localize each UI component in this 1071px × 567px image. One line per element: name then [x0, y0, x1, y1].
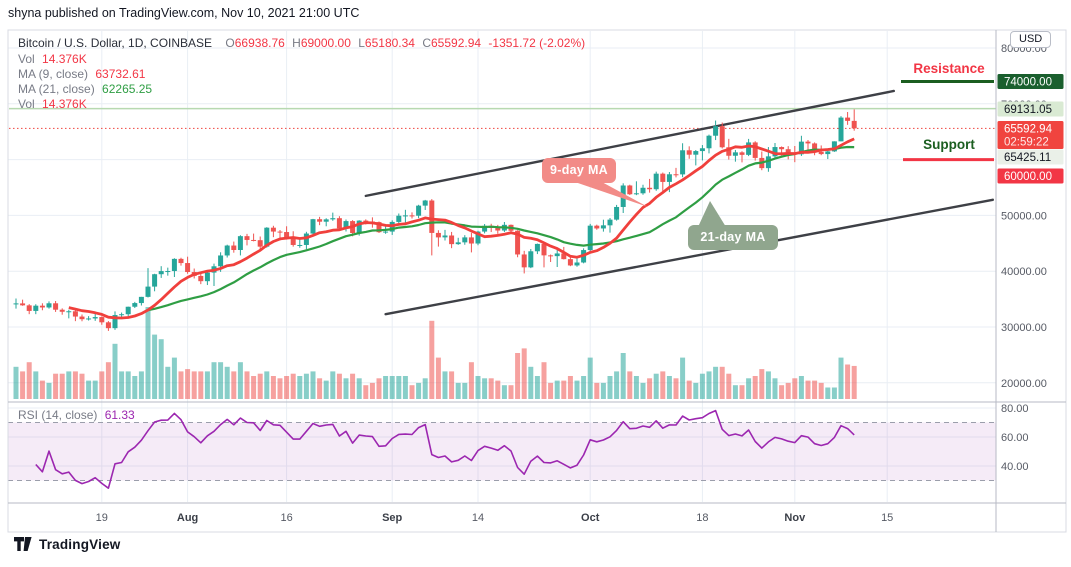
ma9-callout-tail [572, 181, 648, 207]
ma21-label: MA (21, close) [18, 82, 95, 96]
rsi-value: 61.33 [104, 408, 135, 422]
gridlines [8, 31, 996, 502]
time-axis[interactable] [8, 503, 1066, 532]
svg-text:Nov: Nov [784, 512, 806, 524]
close-value: 65592.94 [431, 36, 482, 50]
ma21-callout-label: 21-day MA [688, 225, 778, 250]
ma9-label: MA (9, close) [18, 67, 89, 81]
ma9-callout-label: 9-day MA [542, 158, 616, 183]
symbol-title: Bitcoin / U.S. Dollar, 1D, COINBASE [18, 36, 213, 50]
currency-unit-button[interactable]: USD [1010, 31, 1052, 48]
resistance-label: Resistance [913, 61, 985, 76]
ma9-legend-row: MA (9, close) 63732.61 [18, 67, 145, 81]
channel-upper-trendline [364, 89, 895, 198]
ma21-value: 62265.25 [102, 82, 153, 96]
price-badge-support-level: 60000.00 [997, 168, 1064, 184]
svg-text:50000.00: 50000.00 [1001, 210, 1047, 222]
time-axis-labels: 19 Aug 16 Sep 14 Oct 18 Nov 15 [96, 512, 894, 524]
volume-legend-row: Vol 14.376K [18, 52, 87, 66]
svg-text:74000.00: 74000.00 [1004, 77, 1052, 89]
vol-value: 14.376K [42, 52, 87, 66]
ma9-value: 63732.61 [95, 67, 146, 81]
chart-frame [7, 29, 1067, 533]
tradingview-logo[interactable]: TradingView [14, 537, 120, 552]
vol2-label: Vol [18, 97, 35, 111]
svg-text:Sep: Sep [382, 512, 402, 524]
high-value: 69000.00 [300, 36, 351, 50]
svg-text:02:59:22: 02:59:22 [1004, 137, 1049, 149]
svg-text:20000.00: 20000.00 [1001, 378, 1047, 390]
tradingview-logo-icon [14, 537, 32, 552]
close-label: C [422, 36, 431, 50]
open-value: 66938.76 [234, 36, 285, 50]
svg-text:65425.11: 65425.11 [1004, 152, 1051, 164]
price-badge-level-65425: 65425.11 [997, 149, 1064, 165]
high-label: H [292, 36, 301, 50]
vol2-value: 14.376K [42, 97, 87, 111]
svg-text:Aug: Aug [177, 512, 198, 524]
channel-lower-trendline [384, 198, 994, 316]
vol-label: Vol [18, 52, 35, 66]
open-label: O [225, 36, 235, 50]
svg-text:19: 19 [96, 512, 108, 524]
rsi-legend-row: RSI (14, close) 61.33 [18, 408, 135, 422]
svg-text:40000.00: 40000.00 [1001, 266, 1047, 278]
ma21-legend-row: MA (21, close) 62265.25 [18, 82, 152, 96]
svg-text:60000.00: 60000.00 [1004, 171, 1052, 183]
svg-text:60.00: 60.00 [1001, 432, 1029, 444]
publish-attribution-line: shyna published on TradingView.com, Nov … [8, 6, 360, 20]
low-label: L [358, 36, 365, 50]
svg-text:30000.00: 30000.00 [1001, 322, 1047, 334]
svg-text:65592.94: 65592.94 [1004, 124, 1053, 136]
symbol-legend-row: Bitcoin / U.S. Dollar, 1D, COINBASE O669… [18, 36, 585, 50]
rsi-axis-labels: 80.00 60.00 40.00 [1001, 403, 1029, 473]
svg-text:69131.05: 69131.05 [1004, 104, 1052, 116]
support-label: Support [923, 137, 975, 152]
rsi-line [35, 409, 855, 489]
svg-text:18: 18 [696, 512, 708, 524]
rsi-label: RSI (14, close) [18, 408, 98, 422]
svg-text:40.00: 40.00 [1001, 461, 1029, 473]
svg-text:14: 14 [472, 512, 484, 524]
ma21-line [147, 145, 855, 312]
price-badge-level-69131: 69131.05 [997, 101, 1064, 117]
price-badge-resistance-level: 74000.00 [997, 74, 1064, 89]
ma9-line [68, 137, 855, 320]
volume-series [13, 307, 857, 399]
svg-text:15: 15 [881, 512, 893, 524]
rsi-band [8, 422, 996, 481]
change-value: -1351.72 (-2.02%) [488, 36, 586, 50]
svg-text:80.00: 80.00 [1001, 403, 1029, 415]
tradingview-logo-text: TradingView [39, 537, 121, 552]
ma21-callout-tail [698, 201, 726, 227]
low-value: 65180.34 [364, 36, 415, 50]
svg-text:Oct: Oct [581, 512, 600, 524]
svg-text:16: 16 [280, 512, 292, 524]
volume2-legend-row: Vol 14.376K [18, 97, 87, 111]
